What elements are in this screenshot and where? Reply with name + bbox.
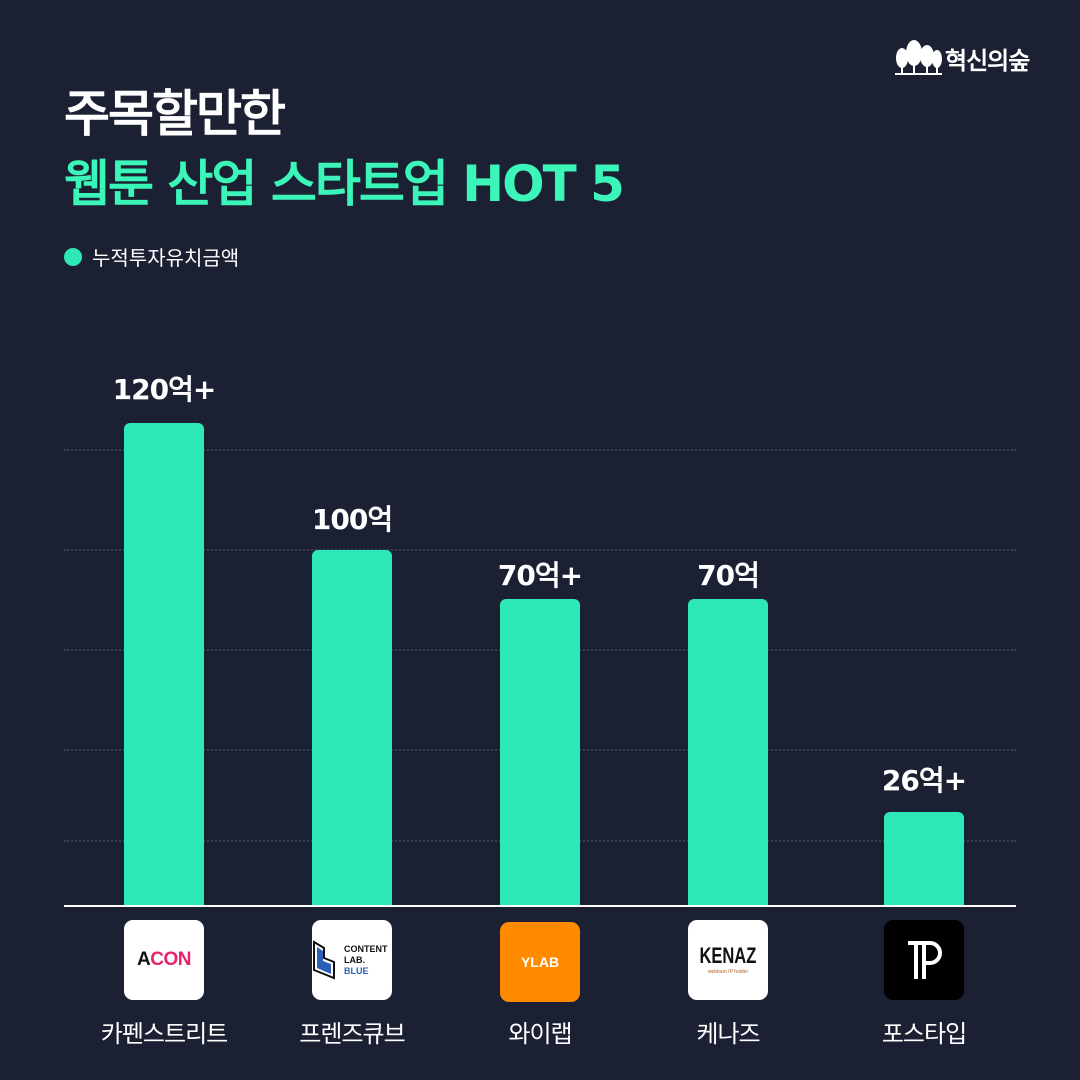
logo-ylab: YLAB [500,922,580,1002]
logo-content-lab-blue: CONTENT LAB. BLUE [312,920,392,1000]
bar-carpenstreet [124,423,204,906]
company-name: 프렌즈큐브 [299,1020,405,1048]
gridline [64,449,1016,451]
company-name: 와이랩 [508,1020,572,1048]
title-line-2: 웹툰 산업 스타트업 HOT 5 [64,155,625,213]
company-name: 포스타입 [881,1020,967,1048]
title-line-1: 주목할만한 [64,85,286,143]
x-axis-baseline [64,905,1016,907]
legend: 누적투자유치금액 [64,242,239,271]
brand-name: 혁신의숲 [945,46,1030,75]
kenaz-logo-subtext: webtoon IP holder [707,969,749,975]
gridline [64,549,1016,551]
clb-line1: CONTENT [344,943,388,954]
bar-value-label: 70억+ [497,559,583,592]
acon-logo-text: ACON [137,949,191,970]
legend-label: 누적투자유치금액 [92,246,240,270]
company-name: 케나즈 [696,1020,760,1048]
ylab-logo-text: YLAB [520,954,560,970]
bar-kenaz [688,599,768,906]
company-name: 카펜스트리트 [100,1020,228,1048]
logo-postype [884,920,964,1000]
bar-ylab [500,599,580,906]
kenaz-logo-text: KENAZ [699,943,757,968]
postype-logo-icon [908,941,942,979]
bar-postype [884,812,964,906]
brand-logo: 혁신의숲 [893,40,1030,76]
content-lab-blue-mark-icon [313,940,335,980]
bar-value-label: 120억+ [112,373,217,406]
bar-friendscube [312,550,392,906]
bar-value-label: 70억 [697,559,760,592]
bar-value-label: 26억+ [881,764,967,797]
clb-line2: LAB. [344,954,365,965]
clb-line3: BLUE [344,965,369,976]
logo-acon: ACON [124,920,204,1000]
legend-dot-icon [64,247,82,266]
bar-value-label: 100억 [311,503,393,536]
logo-kenaz: KENAZ webtoon IP holder [688,920,768,1000]
forest-icon [895,40,942,75]
